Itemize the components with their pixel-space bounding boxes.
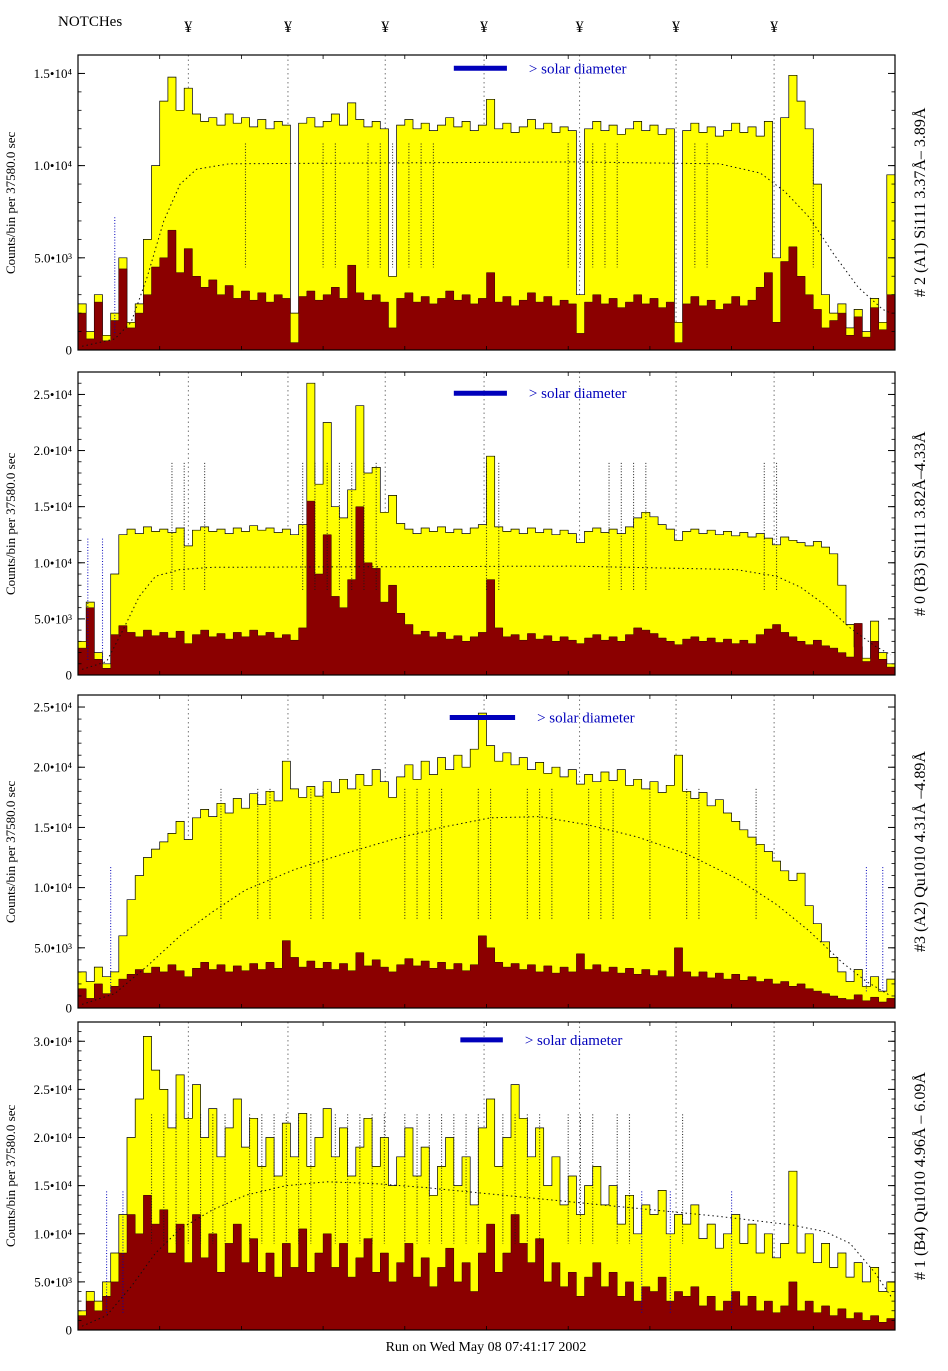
y-tick-label: 2.5•10⁴: [34, 387, 73, 402]
solar-diameter-label: > solar diameter: [537, 711, 635, 727]
y-tick-label: 1.5•10⁴: [34, 820, 73, 835]
notch-symbol: ¥: [576, 19, 584, 36]
y-tick-label: 0: [66, 343, 73, 358]
panel-2-title: # 0 (B3) Si111 3.82Å–4.33Å: [912, 431, 929, 616]
y-axis-label-panel-1: Counts/bin per 37580.0 sec: [3, 131, 18, 274]
notch-symbol: ¥: [770, 19, 778, 36]
background-histogram: [77, 229, 896, 351]
notch-symbol: ¥: [381, 19, 389, 36]
y-tick-label: 3.0•10⁴: [34, 1034, 73, 1049]
total-histogram: [77, 382, 896, 676]
y-tick-label: 5.0•10³: [34, 940, 72, 955]
panel-2: > solar diameter 0 5.0•10³ 1.0•10⁴ 1.5•10⁴ 2.…: [34, 371, 896, 683]
y-tick-label: 5.0•10³: [34, 1274, 72, 1289]
y-tick-label: 5.0•10³: [34, 611, 72, 626]
total-histogram: [77, 712, 896, 1009]
y-tick-label: 5.0•10³: [34, 250, 72, 265]
solar-diameter-label: > solar diameter: [525, 1033, 623, 1049]
y-tick-label: 2.5•10⁴: [34, 700, 73, 715]
notches-label: NOTCHes: [58, 14, 123, 30]
solar-diameter-label: > solar diameter: [529, 386, 627, 402]
y-tick-label: 0: [66, 668, 73, 683]
notch-symbol: ¥: [480, 19, 488, 36]
background-histogram: [77, 935, 896, 1009]
y-tick-label: 1.0•10⁴: [34, 880, 73, 895]
y-tick-label: 2.0•10⁴: [34, 443, 73, 458]
y-tick-label: 1.0•10⁴: [34, 158, 73, 173]
notch-symbol: ¥: [672, 19, 680, 36]
y-tick-label: 1.5•10⁴: [34, 66, 73, 81]
panel-3-title: #3 (A2) Qu1010 4.31Å –4.89Å: [912, 751, 929, 952]
background-histogram: [77, 1195, 896, 1331]
y-axis-label-panel-4: Counts/bin per 37580.0 sec: [3, 1104, 18, 1248]
y-tick-label: 0: [66, 1001, 73, 1016]
panel-3: > solar diameter 0 5.0•10³ 1.0•10⁴ 1.5•10⁴ 2.…: [34, 694, 896, 1016]
y-tick-label: 1.5•10⁴: [34, 1178, 73, 1193]
panel-4: > solar diameter 0 5.0•10³ 1.0•10⁴ 1.5•10⁴ 2.…: [34, 1021, 896, 1338]
y-tick-label: 1.5•10⁴: [34, 499, 73, 514]
y-axis-label-panel-2: Counts/bin per 37580.0 sec: [3, 452, 18, 595]
y-tick-label: 2.5•10⁴: [34, 1082, 73, 1097]
panel-1: > solar diameter 0 5.0•10³ 1.0•10⁴ 1.5•10⁴: [34, 54, 896, 358]
sensitivity-curve: [81, 816, 892, 1005]
background-histogram: [77, 500, 896, 676]
y-tick-label: 0: [66, 1323, 73, 1338]
run-timestamp: Run on Wed May 08 07:41:17 2002: [385, 1340, 587, 1355]
notch-symbol: ¥: [184, 19, 192, 36]
y-tick-label: 1.0•10⁴: [34, 555, 73, 570]
y-tick-label: 1.0•10⁴: [34, 1226, 73, 1241]
total-histogram: [77, 74, 896, 351]
y-tick-label: 2.0•10⁴: [34, 1130, 73, 1145]
solar-diameter-label: > solar diameter: [529, 61, 627, 77]
y-axis-label-panel-3: Counts/bin per 37580.0 sec: [3, 780, 18, 923]
panel-1-title: # 2 (A1) Si111 3.37Å– 3.89Å: [912, 107, 929, 298]
y-tick-label: 2.0•10⁴: [34, 760, 73, 775]
panel-4-title: # 1 (B4) Qu1010 4.96Å – 6.09Å: [912, 1072, 929, 1280]
notch-symbol: ¥: [284, 19, 292, 36]
